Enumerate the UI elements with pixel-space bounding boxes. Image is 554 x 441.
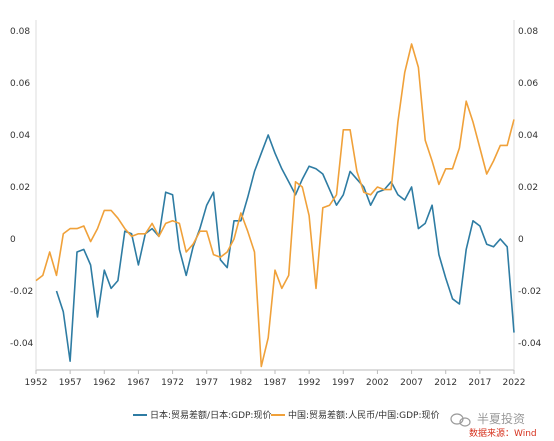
x-tick-label: 1992 — [298, 378, 321, 388]
series-layer — [35, 43, 515, 368]
y-axis-right: 0.08 0.06 0.04 0.02 0 -0.02 -0.04 — [518, 27, 542, 349]
x-tick-label: 1977 — [195, 378, 218, 388]
y-axis-left: 0.08 0.06 0.04 0.02 0 -0.02 -0.04 — [10, 27, 34, 349]
x-tick-label: 1987 — [264, 378, 287, 388]
series-line-china — [35, 43, 515, 368]
legend: 日本:贸易差额/日本:GDP:现价 中国:贸易差额:人民币/中国:GDP:现价 — [133, 409, 440, 421]
x-tick-label: 1967 — [127, 378, 150, 388]
x-axis: 1952 1957 1962 1967 1972 1977 1982 1987 1992 1997… — [25, 370, 526, 388]
y-tick-left: 0.04 — [10, 131, 30, 141]
watermark-logo-text: 半夏投资 — [477, 411, 525, 426]
y-tick-left: 0.08 — [10, 27, 30, 37]
x-tick-label: 2022 — [503, 378, 526, 388]
y-tick-left: 0.06 — [10, 79, 30, 89]
wechat-icon — [450, 413, 471, 427]
x-tick-label: 2012 — [434, 378, 457, 388]
y-tick-right: 0.04 — [518, 131, 538, 141]
legend-label-china: 中国:贸易差额:人民币/中国:GDP:现价 — [288, 409, 440, 421]
plot-area — [35, 20, 515, 371]
series-line-japan — [55, 134, 515, 363]
y-tick-left: -0.04 — [10, 339, 34, 349]
y-tick-right: 0 — [518, 235, 524, 245]
y-tick-left: 0 — [10, 235, 16, 245]
y-tick-right: 0.06 — [518, 79, 538, 89]
y-tick-right: -0.04 — [518, 339, 542, 349]
x-tick-label: 1957 — [59, 378, 82, 388]
y-tick-left: 0.02 — [10, 183, 30, 193]
y-tick-right: 0.08 — [518, 27, 538, 37]
x-tick-label: 2002 — [366, 378, 389, 388]
x-tick-label: 1972 — [161, 378, 184, 388]
y-tick-right: 0.02 — [518, 183, 538, 193]
legend-label-japan: 日本:贸易差额/日本:GDP:现价 — [150, 409, 271, 421]
x-tick-label: 1962 — [93, 378, 116, 388]
x-tick-label: 1997 — [332, 378, 355, 388]
x-tick-label: 1982 — [229, 378, 252, 388]
x-tick-label: 2007 — [400, 378, 423, 388]
x-tick-label: 1952 — [25, 378, 48, 388]
y-tick-left: -0.02 — [10, 287, 33, 297]
x-tick-label: 2017 — [468, 378, 491, 388]
y-tick-right: -0.02 — [518, 287, 541, 297]
watermark: 半夏投资 数据来源：Wind — [450, 411, 537, 439]
watermark-source-text: 数据来源：Wind — [469, 427, 537, 439]
